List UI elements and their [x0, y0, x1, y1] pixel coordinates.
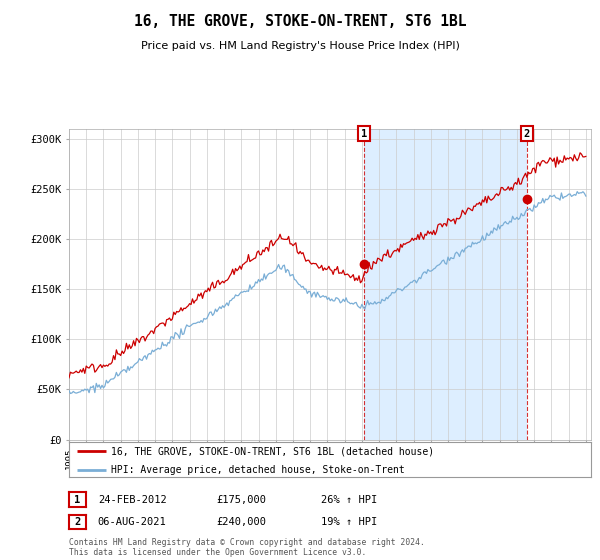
Text: £175,000: £175,000	[216, 494, 266, 505]
Text: Price paid vs. HM Land Registry's House Price Index (HPI): Price paid vs. HM Land Registry's House …	[140, 41, 460, 51]
Text: Contains HM Land Registry data © Crown copyright and database right 2024.
This d: Contains HM Land Registry data © Crown c…	[69, 538, 425, 557]
Text: 19% ↑ HPI: 19% ↑ HPI	[321, 517, 377, 527]
Text: 2: 2	[524, 129, 530, 139]
Text: 1: 1	[74, 494, 80, 505]
Text: 16, THE GROVE, STOKE-ON-TRENT, ST6 1BL: 16, THE GROVE, STOKE-ON-TRENT, ST6 1BL	[134, 14, 466, 29]
Text: 26% ↑ HPI: 26% ↑ HPI	[321, 494, 377, 505]
Text: 1: 1	[361, 129, 367, 139]
Text: 24-FEB-2012: 24-FEB-2012	[98, 494, 167, 505]
Bar	[364, 129, 527, 440]
Text: 06-AUG-2021: 06-AUG-2021	[98, 517, 167, 527]
Text: £240,000: £240,000	[216, 517, 266, 527]
Text: 2: 2	[74, 517, 80, 527]
Text: 16, THE GROVE, STOKE-ON-TRENT, ST6 1BL (detached house): 16, THE GROVE, STOKE-ON-TRENT, ST6 1BL (…	[111, 446, 434, 456]
Text: HPI: Average price, detached house, Stoke-on-Trent: HPI: Average price, detached house, Stok…	[111, 465, 404, 475]
